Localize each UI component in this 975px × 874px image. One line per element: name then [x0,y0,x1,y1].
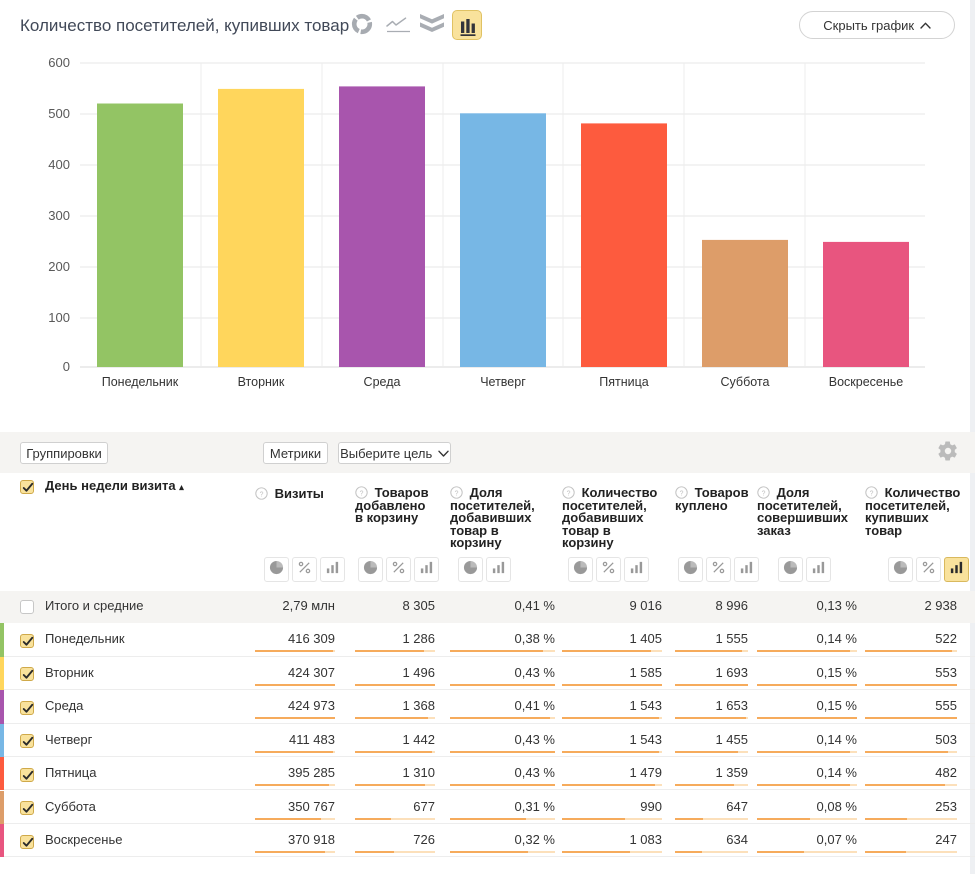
svg-text:Понедельник: Понедельник [102,375,179,389]
svg-text:Вторник: Вторник [238,375,285,389]
svg-text:300: 300 [48,208,70,223]
svg-text:400: 400 [48,157,70,172]
svg-text:?: ? [680,490,684,497]
svg-text:200: 200 [48,259,70,274]
svg-text:500: 500 [48,106,70,121]
svg-text:Воскресенье: Воскресенье [829,375,904,389]
svg-text:Четверг: Четверг [480,375,526,389]
svg-text:Суббота: Суббота [721,375,770,389]
svg-text:Пятница: Пятница [599,375,649,389]
svg-text:100: 100 [48,310,70,325]
svg-text:?: ? [260,491,264,498]
svg-text:?: ? [455,490,459,497]
svg-text:0: 0 [63,359,70,374]
svg-text:600: 600 [48,55,70,70]
svg-text:?: ? [762,490,766,497]
svg-text:?: ? [870,490,874,497]
svg-text:?: ? [360,490,364,497]
svg-text:Среда: Среда [364,375,401,389]
svg-text:?: ? [567,490,571,497]
